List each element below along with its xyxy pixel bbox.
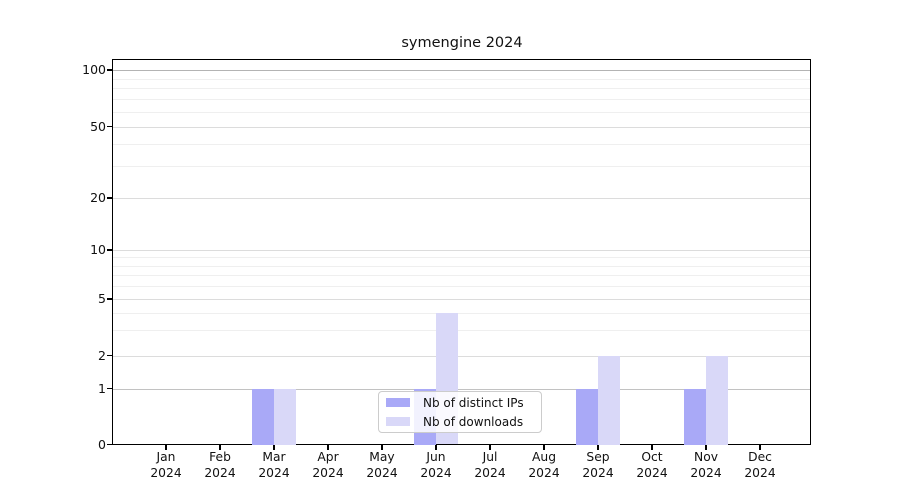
x-tick-label: Apr 2024 [298, 450, 358, 481]
x-tick-month: Apr [317, 450, 339, 464]
y-tick-mark [106, 125, 113, 128]
x-tick-year: 2024 [312, 465, 344, 480]
x-tick-month: May [369, 450, 395, 464]
y-tick-mark [106, 69, 113, 71]
plot-area [112, 59, 811, 445]
x-tick-year: 2024 [690, 465, 722, 480]
x-tick-mark [165, 445, 167, 451]
x-tick-label: Sep 2024 [568, 450, 628, 481]
gridline-minor [113, 286, 810, 288]
gridline-major [113, 355, 810, 357]
bar-downloads [598, 355, 620, 445]
x-tick-label: Jun 2024 [406, 450, 466, 481]
x-tick-mark [435, 445, 437, 451]
x-tick-label: Oct 2024 [622, 450, 682, 481]
x-tick-year: 2024 [744, 465, 776, 480]
y-tick-mark [106, 354, 113, 357]
gridline-minor [113, 275, 810, 277]
x-tick-label: May 2024 [352, 450, 412, 481]
legend-swatch-downloads [386, 417, 410, 426]
x-tick-mark [327, 445, 329, 451]
legend-item: Nb of distinct IPs [379, 395, 541, 411]
x-tick-mark [381, 445, 383, 451]
gridline-major [113, 198, 810, 199]
gridline-minor [113, 330, 810, 332]
x-tick-month: Oct [641, 450, 663, 464]
y-tick-mark [106, 298, 113, 300]
x-tick-label: Nov 2024 [676, 450, 736, 481]
x-tick-label: Mar 2024 [244, 450, 304, 481]
legend-swatch-distinct-ips [386, 398, 410, 407]
gridline-major [113, 70, 810, 71]
x-tick-year: 2024 [528, 465, 560, 480]
x-tick-mark [651, 445, 653, 451]
gridline-minor [113, 111, 810, 113]
gridline-major [113, 388, 810, 390]
y-tick-label: 20 [90, 190, 106, 205]
x-tick-year: 2024 [474, 465, 506, 480]
x-tick-year: 2024 [636, 465, 668, 480]
legend-label: Nb of distinct IPs [423, 395, 524, 410]
y-tick-label: 1 [98, 380, 106, 396]
gridline-minor [113, 143, 810, 145]
x-tick-year: 2024 [150, 465, 182, 480]
x-tick-month: Jan [156, 450, 176, 464]
y-tick-mark [106, 443, 113, 446]
x-tick-label: Jul 2024 [460, 450, 520, 481]
x-tick-mark [273, 445, 275, 451]
x-tick-month: Jul [482, 450, 498, 464]
y-tick-label: 0 [98, 436, 106, 452]
x-tick-mark [705, 445, 707, 451]
x-tick-month: Sep [586, 450, 610, 464]
bar-downloads [274, 388, 296, 445]
gridline-major [113, 126, 810, 128]
x-tick-mark [759, 445, 761, 451]
bar-distinct-ips [252, 388, 274, 445]
x-tick-year: 2024 [582, 465, 614, 480]
legend-label: Nb of downloads [423, 414, 524, 429]
gridline-minor [113, 312, 810, 314]
gridline-minor [113, 265, 810, 267]
gridline-major [113, 250, 810, 251]
gridline-minor [113, 257, 810, 259]
x-tick-month: Aug [531, 450, 556, 464]
x-tick-mark [597, 445, 599, 451]
y-tick-mark [106, 249, 113, 251]
x-tick-mark [219, 445, 221, 451]
legend-item: Nb of downloads [379, 414, 541, 430]
x-tick-year: 2024 [420, 465, 452, 480]
x-tick-label: Aug 2024 [514, 450, 574, 481]
gridline-minor [113, 88, 810, 90]
x-tick-month: Mar [262, 450, 286, 464]
y-tick-label: 2 [98, 347, 106, 363]
x-tick-label: Dec 2024 [730, 450, 790, 481]
gridline-major [113, 299, 810, 300]
x-tick-month: Jun [426, 450, 446, 464]
x-tick-mark [489, 445, 491, 451]
y-tick-mark [106, 387, 113, 390]
legend: Nb of distinct IPs Nb of downloads [378, 391, 542, 433]
y-tick-label: 50 [90, 118, 106, 134]
chart-title: symengine 2024 [401, 35, 523, 51]
gridline-minor [113, 166, 810, 168]
x-tick-label: Jan 2024 [136, 450, 196, 481]
bar-distinct-ips [684, 388, 706, 445]
x-tick-year: 2024 [204, 465, 236, 480]
x-tick-mark [543, 445, 545, 451]
bar-downloads [706, 355, 728, 445]
x-tick-label: Feb 2024 [190, 450, 250, 481]
gridline-minor [113, 78, 810, 80]
x-tick-month: Nov [694, 450, 718, 464]
y-tick-mark [106, 197, 113, 199]
y-tick-label: 100 [82, 62, 106, 77]
x-tick-year: 2024 [366, 465, 398, 480]
bar-distinct-ips [576, 388, 598, 445]
y-tick-label: 5 [98, 291, 106, 306]
x-tick-month: Feb [209, 450, 231, 464]
x-tick-year: 2024 [258, 465, 290, 480]
gridline-minor [113, 99, 810, 101]
x-tick-month: Dec [748, 450, 772, 464]
y-tick-label: 10 [90, 242, 106, 257]
